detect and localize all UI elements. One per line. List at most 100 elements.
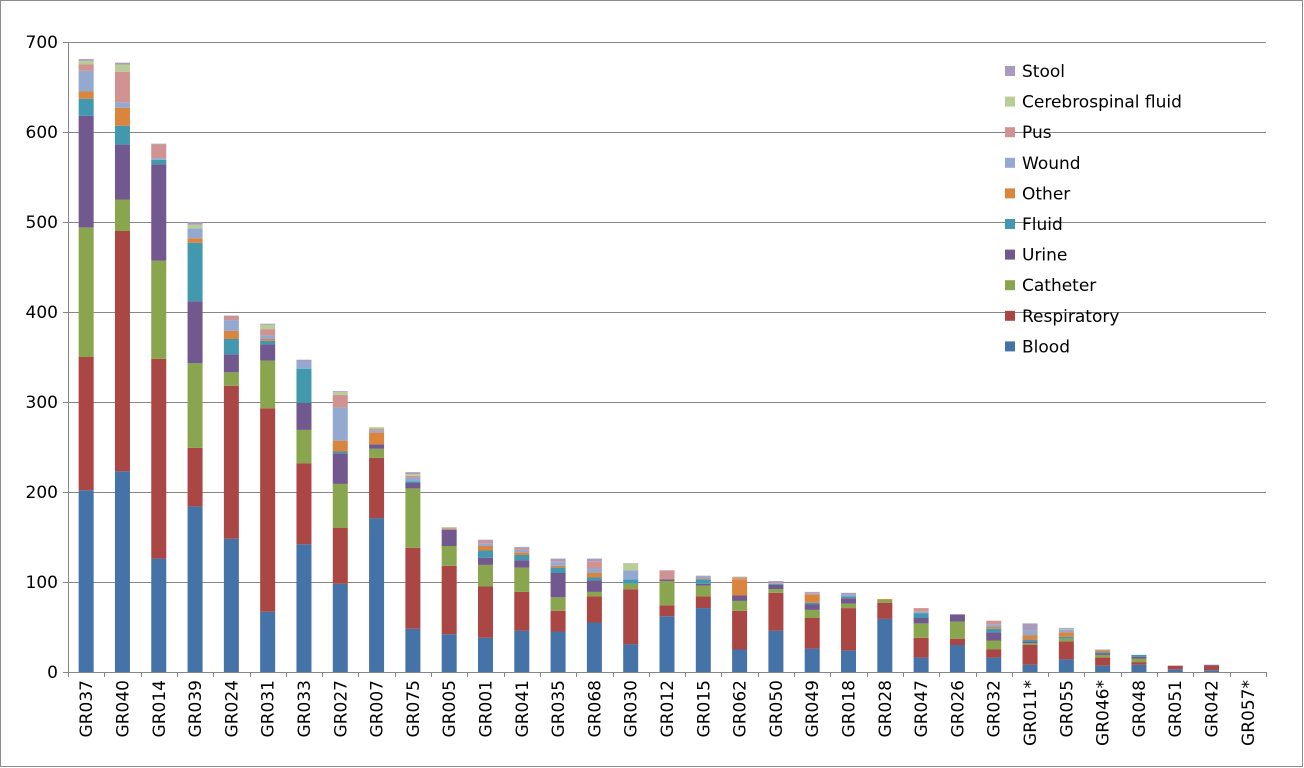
bar-gr015-blood — [695, 608, 711, 672]
bar-gr011-blood — [1022, 664, 1038, 672]
bar-gr014-catheter — [151, 260, 167, 359]
bar-gr012-respiratory — [659, 605, 675, 617]
bar-gr049-fluid — [804, 602, 820, 605]
bar-gr007-catheter — [369, 448, 385, 458]
bar-gr041-catheter — [514, 567, 530, 592]
bar-gr068-other — [586, 573, 602, 578]
bar-gr055-wound — [1058, 629, 1074, 633]
bar-gr027-catheter — [332, 483, 348, 528]
x-tick-label-gr030: GR030 — [622, 680, 642, 737]
bar-gr041-blood — [514, 630, 530, 672]
x-tick-label-gr057: GR057* — [1239, 680, 1259, 746]
bar-gr040-respiratory — [114, 231, 130, 472]
bar-gr026-urine — [949, 614, 965, 622]
x-tick-label-gr018: GR018 — [840, 680, 860, 737]
bar-gr011-other — [1022, 635, 1038, 640]
bar-gr030-wound — [623, 570, 639, 580]
x-tick-labels: GR037 GR040 GR014 GR039 GR024 GR031 GR033 GR027… — [77, 680, 1259, 746]
legend-swatch-stool — [1005, 66, 1015, 76]
bar-gr031-blood — [260, 611, 276, 672]
bar-gr014-respiratory — [151, 358, 167, 559]
bar-gr024-fluid — [223, 339, 239, 355]
y-tick-label-0: 0 — [47, 663, 58, 683]
bar-gr032-pus — [986, 620, 1002, 625]
bar-gr041-urine — [514, 560, 530, 568]
bar-gr051-blood — [1167, 669, 1183, 672]
bar-gr035-catheter — [550, 597, 566, 611]
bar-gr033-wound — [296, 361, 312, 369]
bar-gr007-pus — [369, 429, 385, 431]
bar-gr062-urine — [732, 595, 748, 601]
bar-gr032-blood — [986, 657, 1002, 672]
bar-gr027-wound — [332, 407, 348, 441]
x-tick-label-gr062: GR062 — [731, 680, 751, 737]
bar-gr037-cerebrospinal-fluid — [78, 60, 94, 65]
bar-gr018-urine — [841, 598, 857, 604]
x-tick-label-gr051: GR051 — [1166, 680, 1186, 737]
bar-gr037-wound — [78, 70, 94, 92]
bar-gr049-pus — [804, 592, 820, 594]
bar-gr027-stool — [332, 391, 348, 393]
bar-gr001-other — [477, 546, 493, 551]
y-tick-label-300: 300 — [26, 393, 58, 413]
bar-gr026-blood — [949, 645, 965, 672]
bar-gr075-stool — [405, 472, 421, 474]
bar-gr040-fluid — [114, 125, 130, 145]
bar-gr037-pus — [78, 64, 94, 71]
bar-gr062-cerebrospinal-fluid — [732, 576, 748, 578]
y-tick-label-100: 100 — [26, 573, 58, 593]
bar-gr012-blood — [659, 616, 675, 672]
bar-gr048-fluid — [1131, 654, 1147, 657]
bar-gr024-urine — [223, 354, 239, 373]
bar-gr026-catheter — [949, 621, 965, 639]
bar-gr049-respiratory — [804, 618, 820, 649]
bar-gr050-respiratory — [768, 592, 784, 631]
bar-gr037-fluid — [78, 98, 94, 116]
bar-gr049-wound — [804, 593, 820, 595]
bar-gr005-respiratory — [441, 565, 457, 635]
bar-gr041-pus — [514, 547, 530, 550]
bar-gr033-urine — [296, 402, 312, 430]
bar-gr050-pus — [768, 582, 784, 583]
x-tick-label-gr042: GR042 — [1203, 680, 1223, 737]
x-tick-label-gr007: GR007 — [368, 680, 388, 737]
x-tick-label-gr001: GR001 — [476, 680, 496, 737]
x-tick-label-gr049: GR049 — [803, 680, 823, 737]
bar-gr032-wound — [986, 624, 1002, 627]
bar-gr037-urine — [78, 115, 94, 228]
bar-gr075-fluid — [405, 481, 421, 483]
bar-gr031-catheter — [260, 360, 276, 409]
bar-gr033-catheter — [296, 429, 312, 464]
bar-gr031-wound — [260, 335, 276, 339]
bar-gr032-catheter — [986, 640, 1002, 650]
bar-gr046-wound — [1095, 649, 1111, 651]
bars — [78, 59, 1220, 672]
bar-gr018-catheter — [841, 603, 857, 609]
bar-gr039-fluid — [187, 242, 203, 302]
bar-gr005-cerebrospinal-fluid — [441, 527, 457, 528]
bar-gr039-urine — [187, 301, 203, 364]
bar-gr041-respiratory — [514, 591, 530, 631]
bar-gr015-catheter — [695, 585, 711, 597]
y-tick-label-500: 500 — [26, 213, 58, 233]
bar-gr041-stool — [514, 546, 530, 548]
bar-gr031-other — [260, 339, 276, 341]
bar-gr032-fluid — [986, 628, 1002, 633]
legend-swatch-catheter — [1005, 280, 1015, 291]
bar-gr014-urine — [151, 164, 167, 261]
bar-gr007-other — [369, 432, 385, 445]
bar-gr030-respiratory — [623, 589, 639, 645]
bar-gr030-cerebrospinal-fluid — [623, 563, 639, 571]
bar-gr015-wound — [695, 576, 711, 579]
bar-gr068-blood — [586, 622, 602, 672]
bar-gr027-pus — [332, 394, 348, 408]
y-tick-label-200: 200 — [26, 483, 58, 503]
legend-label-wound: Wound — [1022, 154, 1081, 174]
axes — [63, 42, 1267, 677]
bar-gr007-respiratory — [369, 457, 385, 519]
bar-gr018-fluid — [841, 596, 857, 599]
bar-gr042-urine — [1204, 664, 1220, 666]
x-tick-label-gr011: GR011* — [1021, 680, 1041, 746]
bar-gr007-cerebrospinal-fluid — [369, 427, 385, 429]
x-tick-label-gr014: GR014 — [150, 680, 170, 737]
